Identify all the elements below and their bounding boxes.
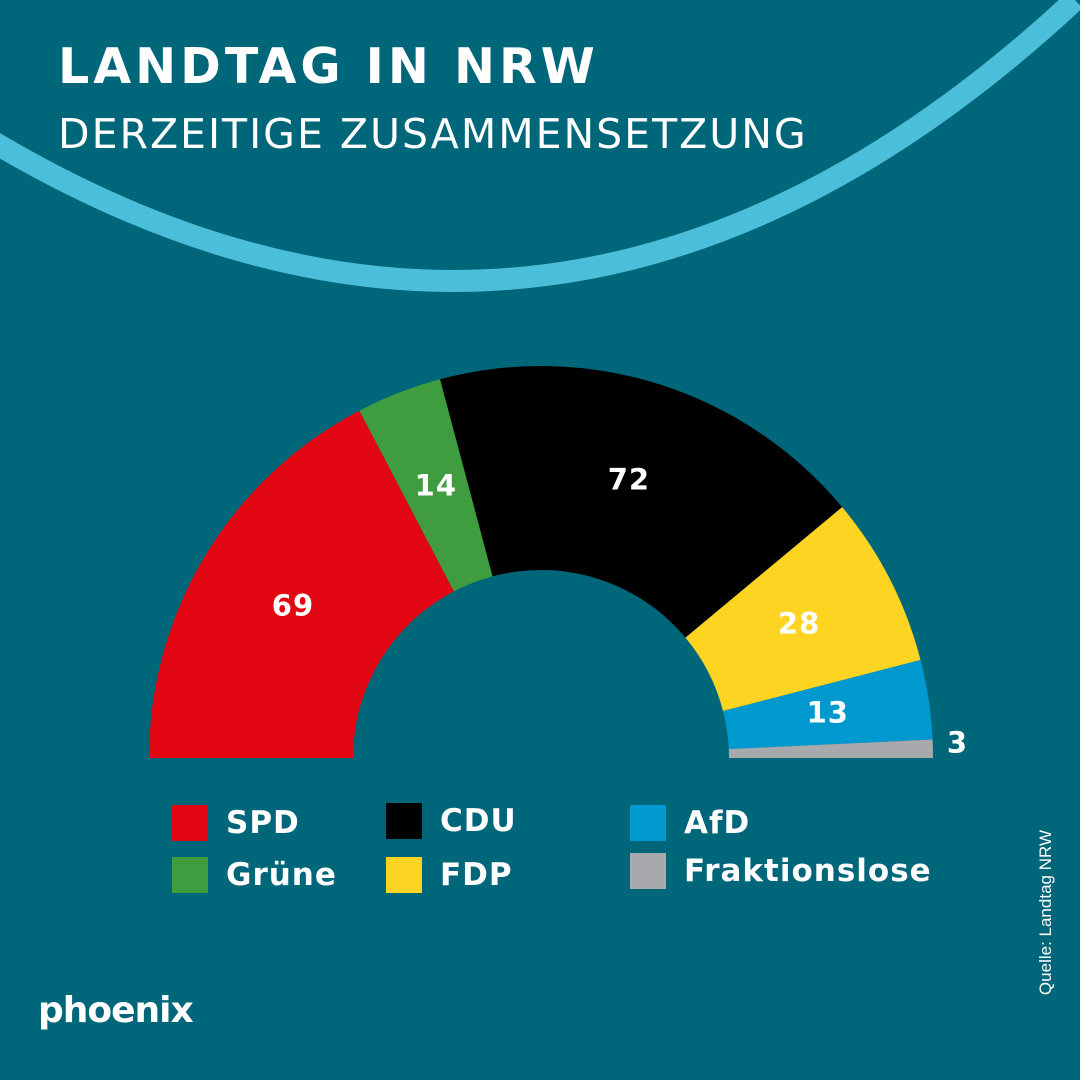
legend-swatch-fraktionslose xyxy=(630,853,666,889)
legend-item-fraktionslose: Fraktionslose xyxy=(630,853,932,889)
legend-item-fdp: FDP xyxy=(386,857,513,893)
legend-item-spd: SPD xyxy=(172,805,300,841)
segment-label-afd: 13 xyxy=(807,696,849,730)
legend-swatch-cdu xyxy=(386,803,422,839)
page-subtitle: DERZEITIGE ZUSAMMENSETZUNG xyxy=(58,110,808,158)
page-title: LANDTAG IN NRW xyxy=(58,38,599,95)
segment-fdp xyxy=(685,507,921,712)
legend-label-spd: SPD xyxy=(226,805,300,841)
legend-swatch-afd xyxy=(630,805,666,841)
legend-swatch-fdp xyxy=(386,857,422,893)
segment-label-spd: 69 xyxy=(272,589,314,623)
legend-label-afd: AfD xyxy=(684,805,751,841)
legend-label-fdp: FDP xyxy=(440,857,513,893)
segment-cdu xyxy=(440,366,843,638)
legend-label-fraktionslose: Fraktionslose xyxy=(684,853,932,889)
segment-gruene xyxy=(359,379,493,592)
source-note: Quelle: Landtag NRW xyxy=(1036,830,1055,996)
legend-item-gruene: Grüne xyxy=(172,857,337,893)
legend-label-gruene: Grüne xyxy=(226,857,337,893)
chart-segments xyxy=(149,366,933,758)
legend-swatch-gruene xyxy=(172,857,208,893)
segment-label-fdp: 28 xyxy=(778,607,820,641)
segment-label-fraktionslose: 3 xyxy=(947,725,968,759)
segment-label-cdu: 72 xyxy=(608,463,650,497)
legend-label-cdu: CDU xyxy=(440,803,517,839)
chart-segment-labels: 69 14 72 28 13 3 xyxy=(272,463,968,760)
legend-item-afd: AfD xyxy=(630,805,750,841)
segment-afd xyxy=(723,660,933,750)
brand-logo: phoenix xyxy=(38,990,194,1031)
legend-item-cdu: CDU xyxy=(386,803,517,839)
segment-spd xyxy=(149,410,454,758)
legend-swatch-spd xyxy=(172,805,208,841)
segment-label-gruene: 14 xyxy=(415,469,457,503)
segment-fraktionslose xyxy=(728,739,933,758)
